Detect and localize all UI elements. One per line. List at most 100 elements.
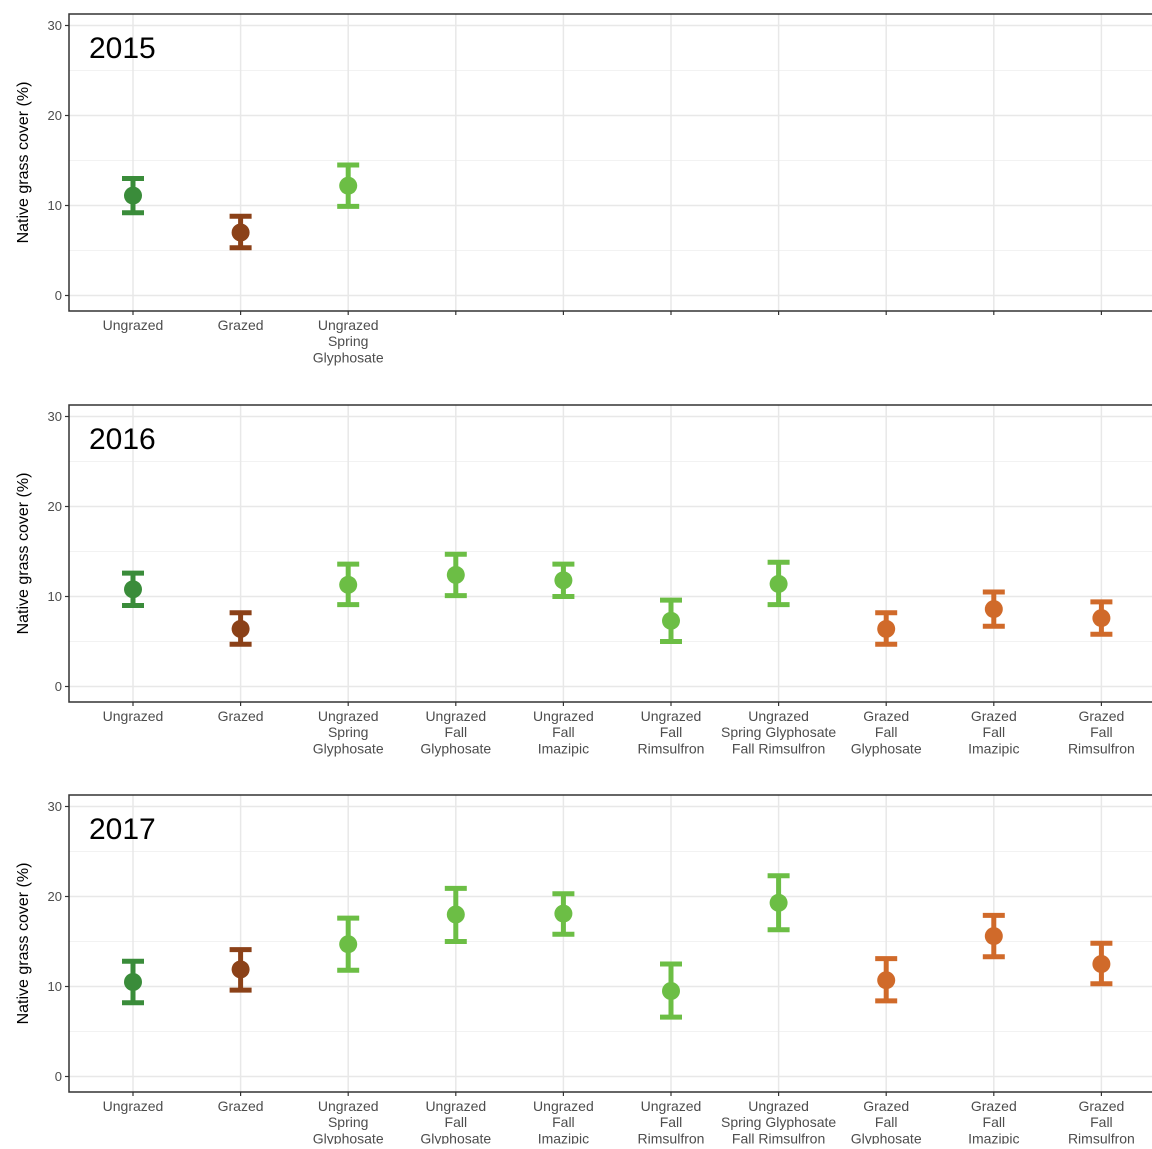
data-point [446, 905, 465, 924]
x-category-label: Glyphosate [851, 1130, 922, 1144]
x-category-label: Glyphosate [420, 1130, 491, 1144]
x-category-label: Glyphosate [313, 349, 384, 365]
x-category-label: Fall [983, 724, 1006, 740]
x-category-label: Spring Glyphosate [721, 724, 836, 740]
x-category-label: Fall [660, 724, 683, 740]
panel-title: 2016 [89, 423, 156, 456]
x-category-label: Fall [1090, 724, 1113, 740]
y-tick-label: 20 [48, 499, 62, 514]
x-category-label: Grazed [1078, 1098, 1124, 1114]
x-category-label: Ungrazed [318, 317, 379, 333]
x-category-label: Fall Rimsulfron [732, 1130, 825, 1144]
x-category-label: Fall [660, 1114, 683, 1130]
panel-border [68, 794, 1152, 1093]
y-tick-label: 30 [48, 18, 62, 33]
panel-border [68, 13, 1152, 312]
x-category-label: Ungrazed [318, 708, 379, 724]
x-category-label: Imazipic [968, 740, 1019, 756]
y-tick-label: 30 [48, 409, 62, 424]
x-category-label: Imazipic [538, 1130, 589, 1144]
data-point [769, 574, 788, 593]
x-category-label: Imazipic [968, 1130, 1019, 1144]
data-point [339, 575, 358, 594]
data-point [1092, 955, 1111, 973]
data-point [984, 600, 1003, 619]
x-category-label: Fall [445, 724, 468, 740]
x-category-label: Ungrazed [103, 708, 164, 724]
data-point [662, 982, 680, 1000]
x-category-label: Grazed [218, 708, 264, 724]
x-category-label: Grazed [218, 317, 264, 333]
data-point [446, 565, 465, 584]
y-tick-label: 10 [48, 979, 62, 994]
x-category-label: Fall [875, 724, 898, 740]
x-category-label: Rimsulfron [1068, 740, 1135, 756]
x-category-label: Fall [875, 1114, 898, 1130]
data-point [984, 927, 1003, 946]
x-category-label: Glyphosate [313, 1130, 384, 1144]
data-point [124, 186, 142, 205]
y-tick-label: 0 [55, 1069, 62, 1084]
data-point [124, 973, 142, 991]
y-tick-label: 0 [55, 288, 62, 303]
x-category-label: Grazed [1078, 708, 1124, 724]
y-tick-label: 0 [55, 679, 62, 694]
data-point [231, 223, 250, 242]
data-point [231, 960, 250, 979]
x-category-label: Ungrazed [641, 1098, 702, 1114]
data-point [339, 935, 358, 954]
x-category-label: Ungrazed [533, 1098, 594, 1114]
y-axis-title: Native grass cover (%) [15, 82, 32, 244]
x-category-label: Ungrazed [748, 1098, 809, 1114]
x-category-label: Grazed [863, 1098, 909, 1114]
panel-title: 2015 [89, 32, 156, 65]
y-axis-title: Native grass cover (%) [15, 473, 32, 635]
x-category-label: Fall [552, 724, 575, 740]
x-category-label: Fall [552, 1114, 575, 1130]
x-category-label: Fall [1090, 1114, 1113, 1130]
data-point [554, 904, 573, 923]
x-category-label: Grazed [218, 1098, 264, 1114]
y-tick-label: 20 [48, 889, 62, 904]
x-category-label: Imazipic [538, 740, 589, 756]
x-category-label: Ungrazed [533, 708, 594, 724]
x-category-label: Glyphosate [851, 740, 922, 756]
x-category-label: Glyphosate [313, 740, 384, 756]
x-category-label: Fall Rimsulfron [732, 740, 825, 756]
y-tick-label: 30 [48, 799, 62, 814]
y-tick-label: 20 [48, 108, 62, 123]
data-point [554, 571, 573, 590]
x-category-label: Ungrazed [318, 1098, 379, 1114]
panel-title: 2017 [89, 813, 156, 846]
data-point [231, 619, 250, 638]
data-point [662, 611, 680, 630]
x-category-label: Spring [328, 724, 368, 740]
y-tick-label: 10 [48, 589, 62, 604]
x-category-label: Rimsulfron [638, 740, 705, 756]
data-point [124, 580, 142, 599]
x-category-label: Rimsulfron [1068, 1130, 1135, 1144]
x-category-label: Glyphosate [420, 740, 491, 756]
x-category-label: Spring [328, 1114, 368, 1130]
x-category-label: Grazed [971, 708, 1017, 724]
x-category-label: Ungrazed [425, 708, 486, 724]
data-point [877, 971, 896, 990]
y-tick-label: 10 [48, 198, 62, 213]
panel-border [68, 404, 1152, 703]
y-axis-title: Native grass cover (%) [15, 863, 32, 1025]
x-category-label: Rimsulfron [638, 1130, 705, 1144]
data-point [877, 619, 896, 638]
x-category-label: Fall [983, 1114, 1006, 1130]
x-category-label: Spring [328, 333, 368, 349]
x-category-label: Ungrazed [748, 708, 809, 724]
x-category-label: Ungrazed [425, 1098, 486, 1114]
x-category-label: Spring Glyphosate [721, 1114, 836, 1130]
x-category-label: Grazed [863, 708, 909, 724]
x-category-label: Ungrazed [103, 1098, 164, 1114]
x-category-label: Grazed [971, 1098, 1017, 1114]
